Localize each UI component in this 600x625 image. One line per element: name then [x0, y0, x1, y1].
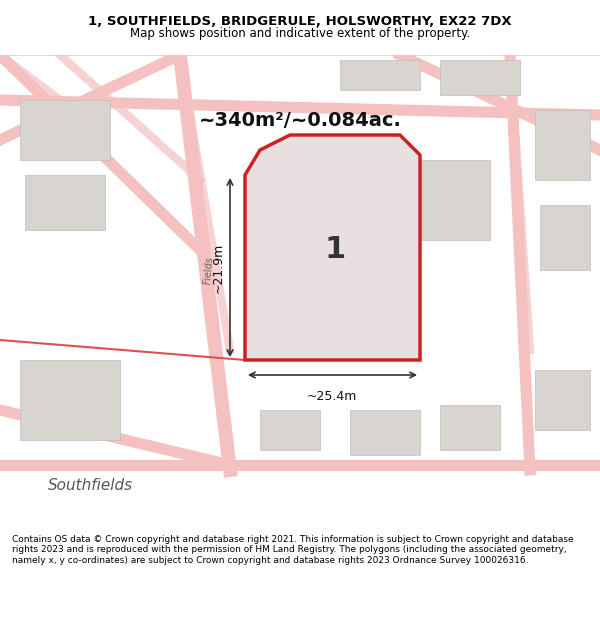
- Polygon shape: [20, 360, 120, 440]
- Polygon shape: [535, 110, 590, 180]
- Polygon shape: [350, 410, 420, 455]
- Polygon shape: [440, 60, 520, 95]
- Polygon shape: [535, 370, 590, 430]
- Text: Contains OS data © Crown copyright and database right 2021. This information is : Contains OS data © Crown copyright and d…: [12, 535, 574, 564]
- Text: Fields: Fields: [202, 256, 214, 284]
- Text: 1: 1: [325, 236, 346, 264]
- Text: Map shows position and indicative extent of the property.: Map shows position and indicative extent…: [130, 27, 470, 39]
- Polygon shape: [340, 60, 420, 90]
- Polygon shape: [540, 205, 590, 270]
- Polygon shape: [420, 160, 490, 240]
- Polygon shape: [245, 135, 420, 360]
- Text: ~25.4m: ~25.4m: [307, 390, 357, 403]
- Text: Southfields: Southfields: [47, 478, 133, 492]
- Polygon shape: [20, 100, 110, 160]
- Text: ~21.9m: ~21.9m: [212, 243, 225, 293]
- Polygon shape: [260, 410, 320, 450]
- Polygon shape: [25, 175, 105, 230]
- Polygon shape: [440, 405, 500, 450]
- Text: ~340m²/~0.084ac.: ~340m²/~0.084ac.: [199, 111, 401, 130]
- Text: 1, SOUTHFIELDS, BRIDGERULE, HOLSWORTHY, EX22 7DX: 1, SOUTHFIELDS, BRIDGERULE, HOLSWORTHY, …: [88, 16, 512, 28]
